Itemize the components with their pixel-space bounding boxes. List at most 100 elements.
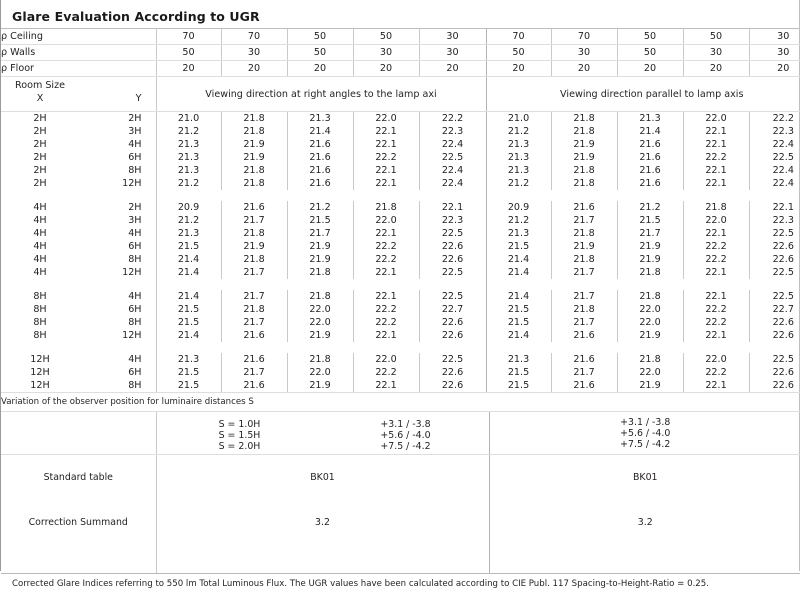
ugr-value-parallel: 22.1: [683, 164, 749, 177]
ugr-value-perpendicular: 21.8: [221, 253, 287, 266]
ugr-value-perpendicular: 21.7: [221, 266, 287, 279]
ugr-value-perpendicular: 22.5: [419, 353, 486, 366]
room-size-y: 3H: [79, 125, 156, 138]
ugr-value-parallel: 22.2: [683, 316, 749, 329]
room-size-x: 12H: [1, 366, 79, 379]
ugr-value-parallel: 21.4: [486, 290, 551, 303]
ugr-value-parallel: 21.3: [617, 112, 683, 126]
variation-value: +3.1 / -3.8: [323, 419, 489, 430]
ugr-value-parallel: 21.3: [486, 227, 551, 240]
reflectance-value: 30: [419, 29, 486, 45]
ugr-value-parallel: 21.9: [617, 253, 683, 266]
room-size-x: 8H: [1, 329, 79, 342]
ugr-value-perpendicular: 22.1: [353, 227, 419, 240]
block-gap: [1, 279, 800, 290]
room-size-x: 4H: [1, 266, 79, 279]
ugr-value-perpendicular: 20.9: [156, 201, 221, 214]
ugr-value-perpendicular: 21.4: [287, 125, 353, 138]
room-size-y: 6H: [79, 366, 156, 379]
room-size-y: 12H: [79, 329, 156, 342]
reflectance-value: 20: [221, 61, 287, 77]
room-size-x: 4H: [1, 201, 79, 214]
ugr-value-perpendicular: 22.3: [419, 214, 486, 227]
standard-table-label: Standard table: [1, 455, 156, 501]
reflectance-value: 20: [683, 61, 749, 77]
ugr-value-perpendicular: 21.3: [156, 164, 221, 177]
viewing-direction-left-header: Viewing direction at right angles to the…: [156, 77, 486, 112]
ugr-value-parallel: 22.0: [683, 214, 749, 227]
reflectance-value: 50: [287, 45, 353, 61]
room-size-x: 4H: [1, 214, 79, 227]
ugr-value-perpendicular: 21.3: [156, 138, 221, 151]
ugr-value-parallel: 22.2: [683, 303, 749, 316]
room-size-y: 12H: [79, 177, 156, 190]
standard-table-row: Standard table BK01 BK01: [1, 455, 800, 501]
ugr-value-perpendicular: 22.2: [419, 112, 486, 126]
room-size-y: 4H: [79, 290, 156, 303]
ugr-value-perpendicular: 21.9: [221, 151, 287, 164]
room-size-x: 8H: [1, 303, 79, 316]
ugr-value-perpendicular: 21.5: [156, 316, 221, 329]
ugr-value-parallel: 22.6: [749, 366, 800, 379]
ugr-value-perpendicular: 22.5: [419, 151, 486, 164]
ugr-value-parallel: 21.8: [617, 353, 683, 366]
viewing-direction-right-header: Viewing direction parallel to lamp axis: [486, 77, 800, 112]
reflectance-value: 70: [551, 29, 617, 45]
ugr-value-perpendicular: 21.5: [287, 214, 353, 227]
ugr-value-perpendicular: 21.4: [156, 253, 221, 266]
page-title: Glare Evaluation According to UGR: [12, 9, 260, 24]
variation-table: Variation of the observer position for l…: [1, 393, 800, 574]
ugr-value-perpendicular: 21.2: [156, 125, 221, 138]
room-size-x: 4H: [1, 240, 79, 253]
room-size-x: 2H: [1, 164, 79, 177]
ugr-value-parallel: 21.5: [486, 240, 551, 253]
ugr-value-perpendicular: 22.1: [353, 138, 419, 151]
ugr-value-parallel: 22.1: [683, 177, 749, 190]
ugr-value-perpendicular: 22.1: [353, 329, 419, 342]
ugr-value-perpendicular: 21.4: [156, 290, 221, 303]
reflectance-value: 50: [156, 45, 221, 61]
ugr-value-perpendicular: 21.8: [221, 112, 287, 126]
glare-evaluation-sheet: Glare Evaluation According to UGR ρ Ceil…: [0, 0, 800, 571]
ugr-value-perpendicular: 21.3: [156, 353, 221, 366]
ugr-value-perpendicular: 22.2: [353, 366, 419, 379]
reflectance-row-floor: ρ Floor 20 20 20 20 20 20 20 20 20 20: [1, 61, 800, 77]
reflectance-value: 50: [683, 29, 749, 45]
ugr-value-parallel: 22.0: [617, 303, 683, 316]
ugr-value-parallel: 21.3: [486, 138, 551, 151]
room-size-y: 8H: [79, 379, 156, 393]
ugr-value-perpendicular: 21.3: [287, 112, 353, 126]
room-size-x: 2H: [1, 138, 79, 151]
ugr-value-perpendicular: 21.9: [287, 240, 353, 253]
room-size-x: 2H: [1, 125, 79, 138]
ugr-value-parallel: 21.4: [486, 266, 551, 279]
ugr-value-parallel: 22.1: [683, 138, 749, 151]
ugr-value-perpendicular: 21.0: [156, 112, 221, 126]
ugr-value-parallel: 21.8: [683, 201, 749, 214]
ugr-value-parallel: 22.4: [749, 164, 800, 177]
ugr-value-perpendicular: 22.1: [353, 177, 419, 190]
ugr-value-perpendicular: 22.0: [287, 303, 353, 316]
ugr-value-perpendicular: 21.5: [156, 240, 221, 253]
room-size-y: 6H: [79, 240, 156, 253]
ugr-value-parallel: 21.6: [617, 138, 683, 151]
room-size-y: 2H: [79, 112, 156, 126]
ugr-value-perpendicular: 21.6: [221, 379, 287, 393]
footer-note: Corrected Glare Indices referring to 550…: [1, 574, 799, 596]
column-header-band: Room Size X Y Viewing direction at right…: [1, 77, 800, 112]
ugr-value-parallel: 21.8: [551, 253, 617, 266]
ugr-value-perpendicular: 21.2: [156, 177, 221, 190]
ugr-value-perpendicular: 22.2: [353, 316, 419, 329]
ugr-value-parallel: 21.7: [551, 214, 617, 227]
ugr-value-perpendicular: 21.7: [221, 214, 287, 227]
ugr-value-parallel: 21.4: [486, 253, 551, 266]
room-size-y: 6H: [79, 151, 156, 164]
ugr-value-parallel: 22.5: [749, 151, 800, 164]
variation-value: +5.6 / -4.0: [323, 430, 489, 441]
ugr-value-parallel: 22.5: [749, 227, 800, 240]
ugr-value-parallel: 22.6: [749, 379, 800, 393]
